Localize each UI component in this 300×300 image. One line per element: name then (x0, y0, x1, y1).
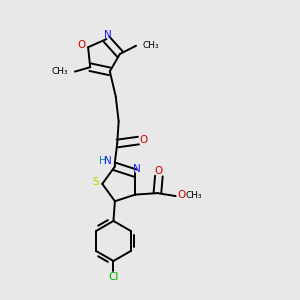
Text: CH₃: CH₃ (52, 67, 68, 76)
Text: H: H (99, 156, 106, 166)
Text: N: N (104, 30, 112, 40)
Text: CH₃: CH₃ (142, 41, 159, 50)
Text: O: O (155, 166, 163, 176)
Text: N: N (104, 156, 112, 166)
Text: N: N (133, 164, 141, 174)
Text: O: O (77, 40, 86, 50)
Text: CH₃: CH₃ (186, 191, 202, 200)
Text: Cl: Cl (108, 272, 118, 282)
Text: S: S (92, 176, 99, 187)
Text: O: O (140, 135, 148, 145)
Text: O: O (177, 190, 186, 200)
